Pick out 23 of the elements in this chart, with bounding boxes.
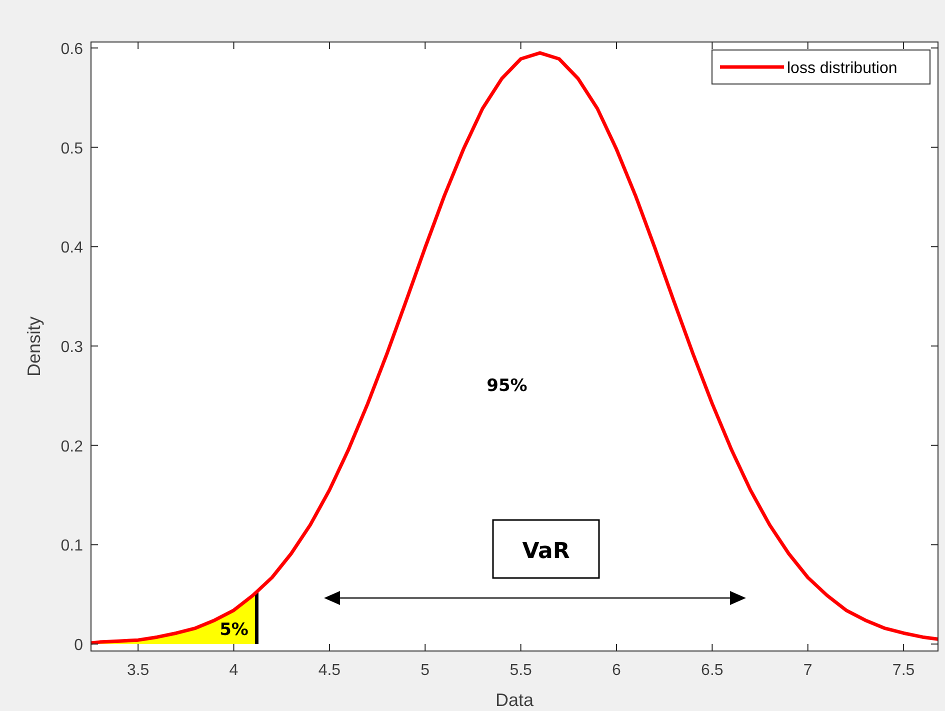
x-tick-label: 5.5 <box>510 662 532 679</box>
x-tick-label: 3.5 <box>126 662 150 679</box>
y-tick-label: 0.3 <box>60 339 84 356</box>
x-tick-label: 6.5 <box>701 662 724 679</box>
x-tick-label: 6 <box>612 662 622 679</box>
y-tick-label: 0.4 <box>60 240 84 257</box>
y-tick-label: 0.2 <box>60 438 84 456</box>
annotation: 95% <box>486 376 528 396</box>
y-tick-label: 0.1 <box>60 538 84 555</box>
x-tick-label: 7.5 <box>892 662 915 679</box>
y-tick-label: 0.6 <box>60 40 84 58</box>
y-tick-label: 0.5 <box>60 140 84 158</box>
y-tick-label: 0 <box>74 637 84 654</box>
annotation: VaR <box>522 539 570 564</box>
x-tick-label: 7 <box>803 662 812 679</box>
legend-label: loss distribution <box>787 60 898 77</box>
x-tick-label: 4.5 <box>318 662 341 679</box>
x-axis-title: Data <box>495 690 534 710</box>
x-tick-label: 5 <box>420 662 430 679</box>
line-series <box>91 51 938 645</box>
annotation: 5% <box>220 620 248 640</box>
y-axis-title: Density <box>24 316 44 377</box>
x-tick-label: 4 <box>229 662 238 679</box>
